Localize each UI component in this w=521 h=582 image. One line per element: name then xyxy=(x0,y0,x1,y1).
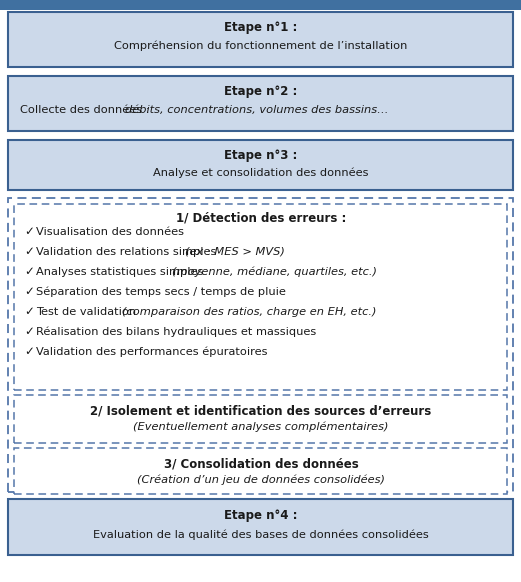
Text: Etape n°1 :: Etape n°1 : xyxy=(225,22,297,34)
Text: 1/ Détection des erreurs :: 1/ Détection des erreurs : xyxy=(176,211,346,225)
Text: Compréhension du fonctionnement de l’installation: Compréhension du fonctionnement de l’ins… xyxy=(114,41,408,51)
Text: ✓: ✓ xyxy=(24,346,34,359)
Text: (moyenne, médiane, quartiles, etc.): (moyenne, médiane, quartiles, etc.) xyxy=(171,267,377,277)
Text: Etape n°3 :: Etape n°3 : xyxy=(225,150,297,162)
Text: (Eventuellement analyses complémentaires): (Eventuellement analyses complémentaires… xyxy=(133,422,389,432)
Text: Visualisation des données: Visualisation des données xyxy=(36,227,184,237)
Bar xyxy=(8,499,513,555)
Text: débits, concentrations, volumes des bassins…: débits, concentrations, volumes des bass… xyxy=(125,105,388,115)
Text: ✓: ✓ xyxy=(24,306,34,318)
Text: (comparaison des ratios, charge en EH, etc.): (comparaison des ratios, charge en EH, e… xyxy=(122,307,376,317)
Bar xyxy=(8,198,513,492)
Text: ✓: ✓ xyxy=(24,325,34,339)
Bar xyxy=(14,395,507,443)
Text: 2/ Isolement et identification des sources d’erreurs: 2/ Isolement et identification des sourc… xyxy=(90,404,431,417)
Bar xyxy=(8,76,513,131)
Bar xyxy=(14,204,507,390)
Bar xyxy=(8,140,513,190)
Text: Séparation des temps secs / temps de pluie: Séparation des temps secs / temps de plu… xyxy=(36,287,286,297)
Bar xyxy=(8,12,513,67)
Text: Réalisation des bilans hydrauliques et massiques: Réalisation des bilans hydrauliques et m… xyxy=(36,327,316,337)
Text: Test de validation: Test de validation xyxy=(36,307,140,317)
Text: Etape n°2 :: Etape n°2 : xyxy=(225,86,297,98)
Bar xyxy=(0,0,521,10)
Text: (ex : MES > MVS): (ex : MES > MVS) xyxy=(185,247,285,257)
Text: Validation des relations simples: Validation des relations simples xyxy=(36,247,220,257)
Bar xyxy=(14,448,507,494)
Text: ✓: ✓ xyxy=(24,286,34,299)
Text: Evaluation de la qualité des bases de données consolidées: Evaluation de la qualité des bases de do… xyxy=(93,530,429,540)
Text: ✓: ✓ xyxy=(24,265,34,279)
Text: Validation des performances épuratoires: Validation des performances épuratoires xyxy=(36,347,267,357)
Text: ✓: ✓ xyxy=(24,246,34,258)
Text: Etape n°4 :: Etape n°4 : xyxy=(224,509,297,523)
Text: Collecte des données :: Collecte des données : xyxy=(20,105,153,115)
Text: Analyses statistiques simples: Analyses statistiques simples xyxy=(36,267,207,277)
Text: ✓: ✓ xyxy=(24,225,34,239)
Text: Analyse et consolidation des données: Analyse et consolidation des données xyxy=(153,168,369,178)
Text: 3/ Consolidation des données: 3/ Consolidation des données xyxy=(164,457,358,470)
Text: (Création d’un jeu de données consolidées): (Création d’un jeu de données consolidée… xyxy=(137,475,385,485)
